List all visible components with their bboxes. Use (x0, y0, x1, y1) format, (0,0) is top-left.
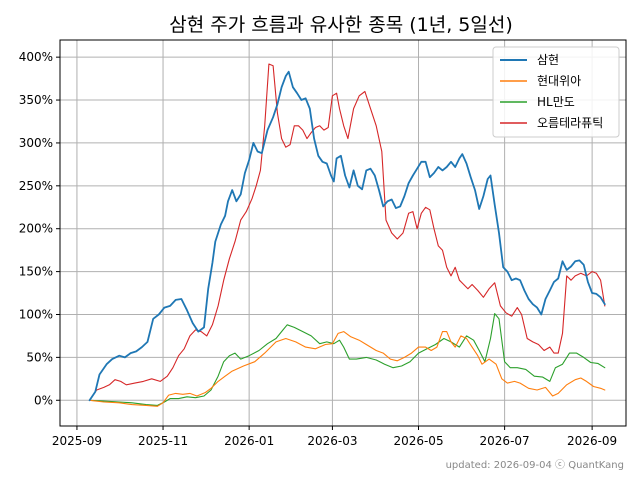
x-tick-label: 2026-05 (393, 434, 443, 448)
footer-credit: updated: 2026-09-04 ⓒ QuantKang (446, 459, 624, 471)
y-tick-label: 200% (19, 222, 53, 236)
grid (60, 40, 626, 426)
chart-title: 삼현 주가 흐름과 유사한 종목 (1년, 5일선) (169, 14, 512, 36)
series-line-2 (89, 313, 606, 406)
x-tick-label: 2026-01 (224, 434, 274, 448)
y-tick-label: 400% (19, 50, 53, 64)
legend-label: HL만도 (537, 95, 575, 109)
series-lines (88, 63, 606, 407)
series-line-0 (88, 70, 606, 402)
x-tick-label: 2025-11 (138, 434, 188, 448)
y-tick-label: 50% (26, 350, 53, 364)
y-tick-label: 0% (34, 393, 53, 407)
y-tick-label: 150% (19, 265, 53, 279)
y-tick-label: 300% (19, 136, 53, 150)
legend-label: 오름테라퓨틱 (537, 116, 603, 130)
legend-box (492, 46, 620, 138)
legend-label: 삼현 (537, 53, 559, 67)
x-tick-label: 2026-03 (307, 434, 357, 448)
legend-label: 현대위아 (537, 74, 581, 88)
y-tick-label: 250% (19, 179, 53, 193)
x-tick-label: 2026-09 (567, 434, 617, 448)
x-tick-label: 2026-07 (480, 434, 530, 448)
plot-frame (59, 39, 627, 427)
y-tick-label: 350% (19, 93, 53, 107)
y-tick-label: 100% (19, 307, 53, 321)
x-tick-label: 2025-09 (52, 434, 102, 448)
series-line-1 (89, 331, 606, 407)
axis-ticks: 0% 50% 100% 150% 200% 250% 300% 350% 400% 2025-09… (19, 50, 618, 448)
